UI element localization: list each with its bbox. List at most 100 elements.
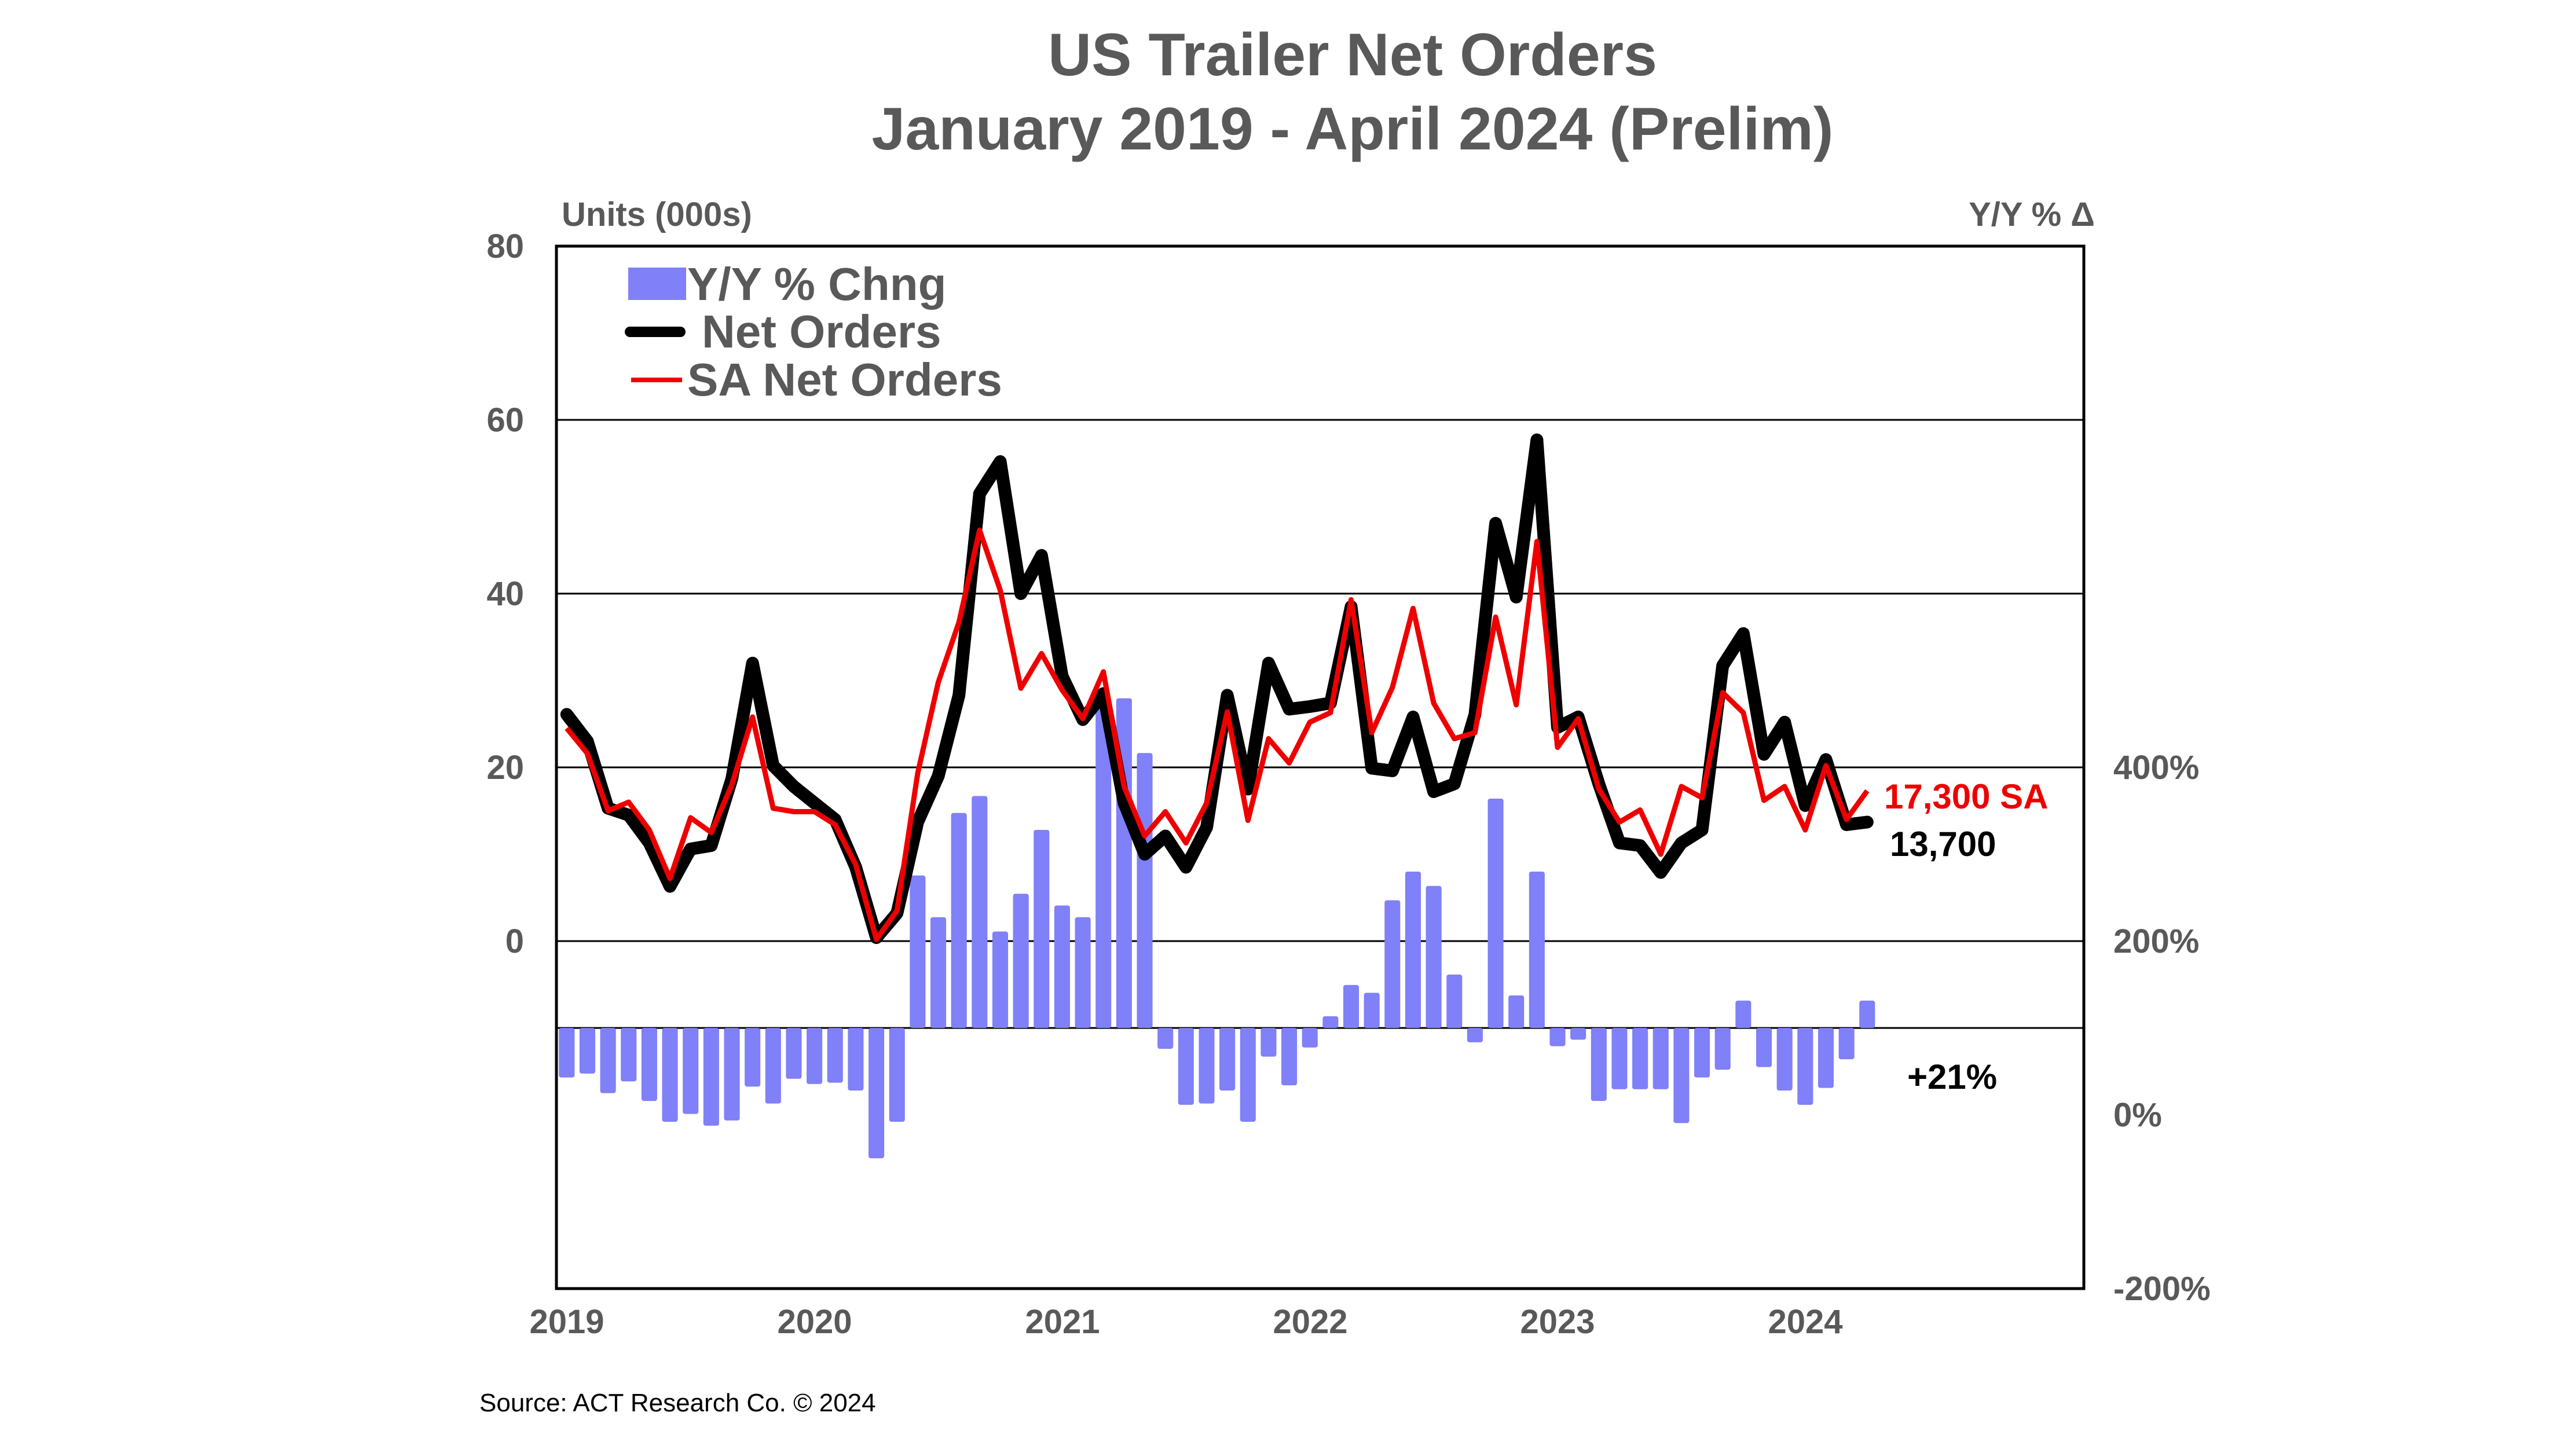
yoy-bar — [848, 1028, 864, 1091]
yoy-bar — [683, 1028, 699, 1114]
legend-label-sa: SA Net Orders — [687, 354, 1002, 405]
yoy-bar — [662, 1028, 678, 1122]
yoy-bar — [1219, 1028, 1236, 1091]
yoy-bar — [1137, 753, 1153, 1028]
yoy-bar — [1054, 905, 1070, 1028]
yoy-bar — [1095, 708, 1112, 1028]
x-tick-label: 2023 — [1520, 1303, 1595, 1341]
yoy-bar — [951, 813, 967, 1028]
yoy-bar — [641, 1028, 657, 1101]
yoy-bar — [972, 796, 988, 1028]
yoy-bar — [1632, 1028, 1648, 1089]
yoy-bar — [765, 1028, 781, 1104]
yoy-bar — [1776, 1028, 1793, 1091]
x-tick-label: 2022 — [1273, 1303, 1347, 1341]
yoy-bar — [1694, 1028, 1710, 1078]
yoy-bar — [1364, 993, 1380, 1028]
legend: Y/Y % Chng Net Orders SA Net Orders — [625, 258, 1002, 405]
yoy-bar — [1467, 1028, 1483, 1042]
yoy-bar — [930, 917, 947, 1028]
yoy-bar — [1756, 1028, 1772, 1067]
yoy-bar — [1673, 1028, 1690, 1124]
right-tick-label: 400% — [2113, 749, 2199, 786]
sa-last-value-label: 17,300 SA — [1884, 777, 2049, 816]
yoy-bar — [1405, 872, 1421, 1028]
yoy-bar — [1075, 917, 1091, 1028]
yoy-bar — [703, 1028, 719, 1126]
yoy-bar — [1529, 872, 1545, 1028]
right-tick-label: -200% — [2113, 1270, 2211, 1308]
source-note: Source: ACT Research Co. © 2024 — [479, 1389, 876, 1417]
yoy-bar — [1714, 1028, 1731, 1070]
net-last-value-label: 13,700 — [1890, 825, 1996, 863]
left-tick-label: 40 — [486, 575, 524, 613]
yoy-bar — [1013, 894, 1029, 1028]
yoy-bar — [1426, 885, 1442, 1028]
yoy-bar — [786, 1028, 802, 1079]
yoy-bar — [1240, 1028, 1256, 1122]
right-tick-label: 200% — [2113, 923, 2199, 960]
left-tick-label: 0 — [505, 923, 524, 960]
legend-swatch-yoy — [628, 268, 686, 300]
yoy-bar — [1818, 1028, 1834, 1088]
legend-label-yoy: Y/Y % Chng — [687, 258, 946, 310]
x-axis-ticks: 2019 2020 2021 2022 2023 2024 — [529, 1303, 1842, 1341]
plot-frame — [555, 244, 2086, 1290]
yoy-bar — [1797, 1028, 1813, 1105]
yoy-bar — [1549, 1028, 1566, 1046]
legend-label-net: Net Orders — [702, 306, 941, 357]
yoy-bar — [1322, 1016, 1339, 1028]
left-axis-label: Units (000s) — [562, 196, 752, 233]
yoy-bar — [1199, 1028, 1215, 1104]
yoy-bar — [1508, 995, 1525, 1028]
yoy-bar — [579, 1028, 596, 1074]
x-tick-label: 2020 — [777, 1303, 852, 1341]
yoy-bar — [1384, 900, 1401, 1028]
yoy-bar — [1735, 1000, 1751, 1028]
yoy-bar — [1652, 1028, 1669, 1089]
yoy-bar — [889, 1028, 905, 1122]
right-axis-ticks: 400% 200% 0% -200% — [2113, 749, 2211, 1308]
net-orders-line — [560, 433, 1874, 944]
yoy-bar — [1343, 985, 1360, 1028]
yoy-bar — [1859, 1000, 1875, 1028]
yoy-bar — [1178, 1028, 1194, 1105]
yoy-bar — [992, 931, 1009, 1028]
chart-title: US Trailer Net Orders — [1048, 21, 1657, 89]
yoy-bar — [1281, 1028, 1298, 1085]
yoy-bar — [745, 1028, 761, 1087]
right-tick-label: 0% — [2113, 1096, 2162, 1134]
yoy-bar — [1838, 1028, 1855, 1059]
yoy-bar — [1591, 1028, 1607, 1101]
yoy-bar — [807, 1028, 823, 1084]
yoy-bar — [724, 1028, 740, 1121]
chart-subtitle: January 2019 - April 2024 (Prelim) — [872, 96, 1834, 163]
x-tick-label: 2019 — [529, 1303, 604, 1341]
yoy-bar — [621, 1028, 637, 1082]
yoy-bar — [827, 1028, 843, 1083]
x-tick-label: 2021 — [1025, 1303, 1100, 1341]
yoy-last-value-label: +21% — [1907, 1058, 1997, 1096]
yoy-bar — [1157, 1028, 1174, 1049]
gridlines — [556, 419, 2084, 1029]
series-lines — [560, 433, 1874, 944]
yoy-bar — [1487, 799, 1504, 1028]
yoy-bar — [1034, 830, 1050, 1028]
yoy-bar — [1302, 1028, 1318, 1048]
yoy-bar — [559, 1028, 575, 1078]
x-tick-label: 2024 — [1768, 1303, 1842, 1341]
sa-net-orders-line — [565, 528, 1870, 942]
left-tick-label: 80 — [486, 228, 524, 265]
left-axis-ticks: 80 60 40 20 0 — [486, 228, 524, 960]
yoy-bar — [1570, 1028, 1586, 1040]
yoy-bar — [1611, 1028, 1628, 1089]
right-axis-label: Y/Y % Δ — [1969, 196, 2095, 233]
yoy-bar — [600, 1028, 616, 1093]
yoy-bar — [910, 875, 926, 1028]
left-tick-label: 20 — [486, 749, 524, 786]
yoy-bar — [1446, 974, 1463, 1028]
left-tick-label: 60 — [486, 401, 524, 439]
yoy-bar — [1260, 1028, 1277, 1057]
yoy-bar — [869, 1028, 885, 1158]
